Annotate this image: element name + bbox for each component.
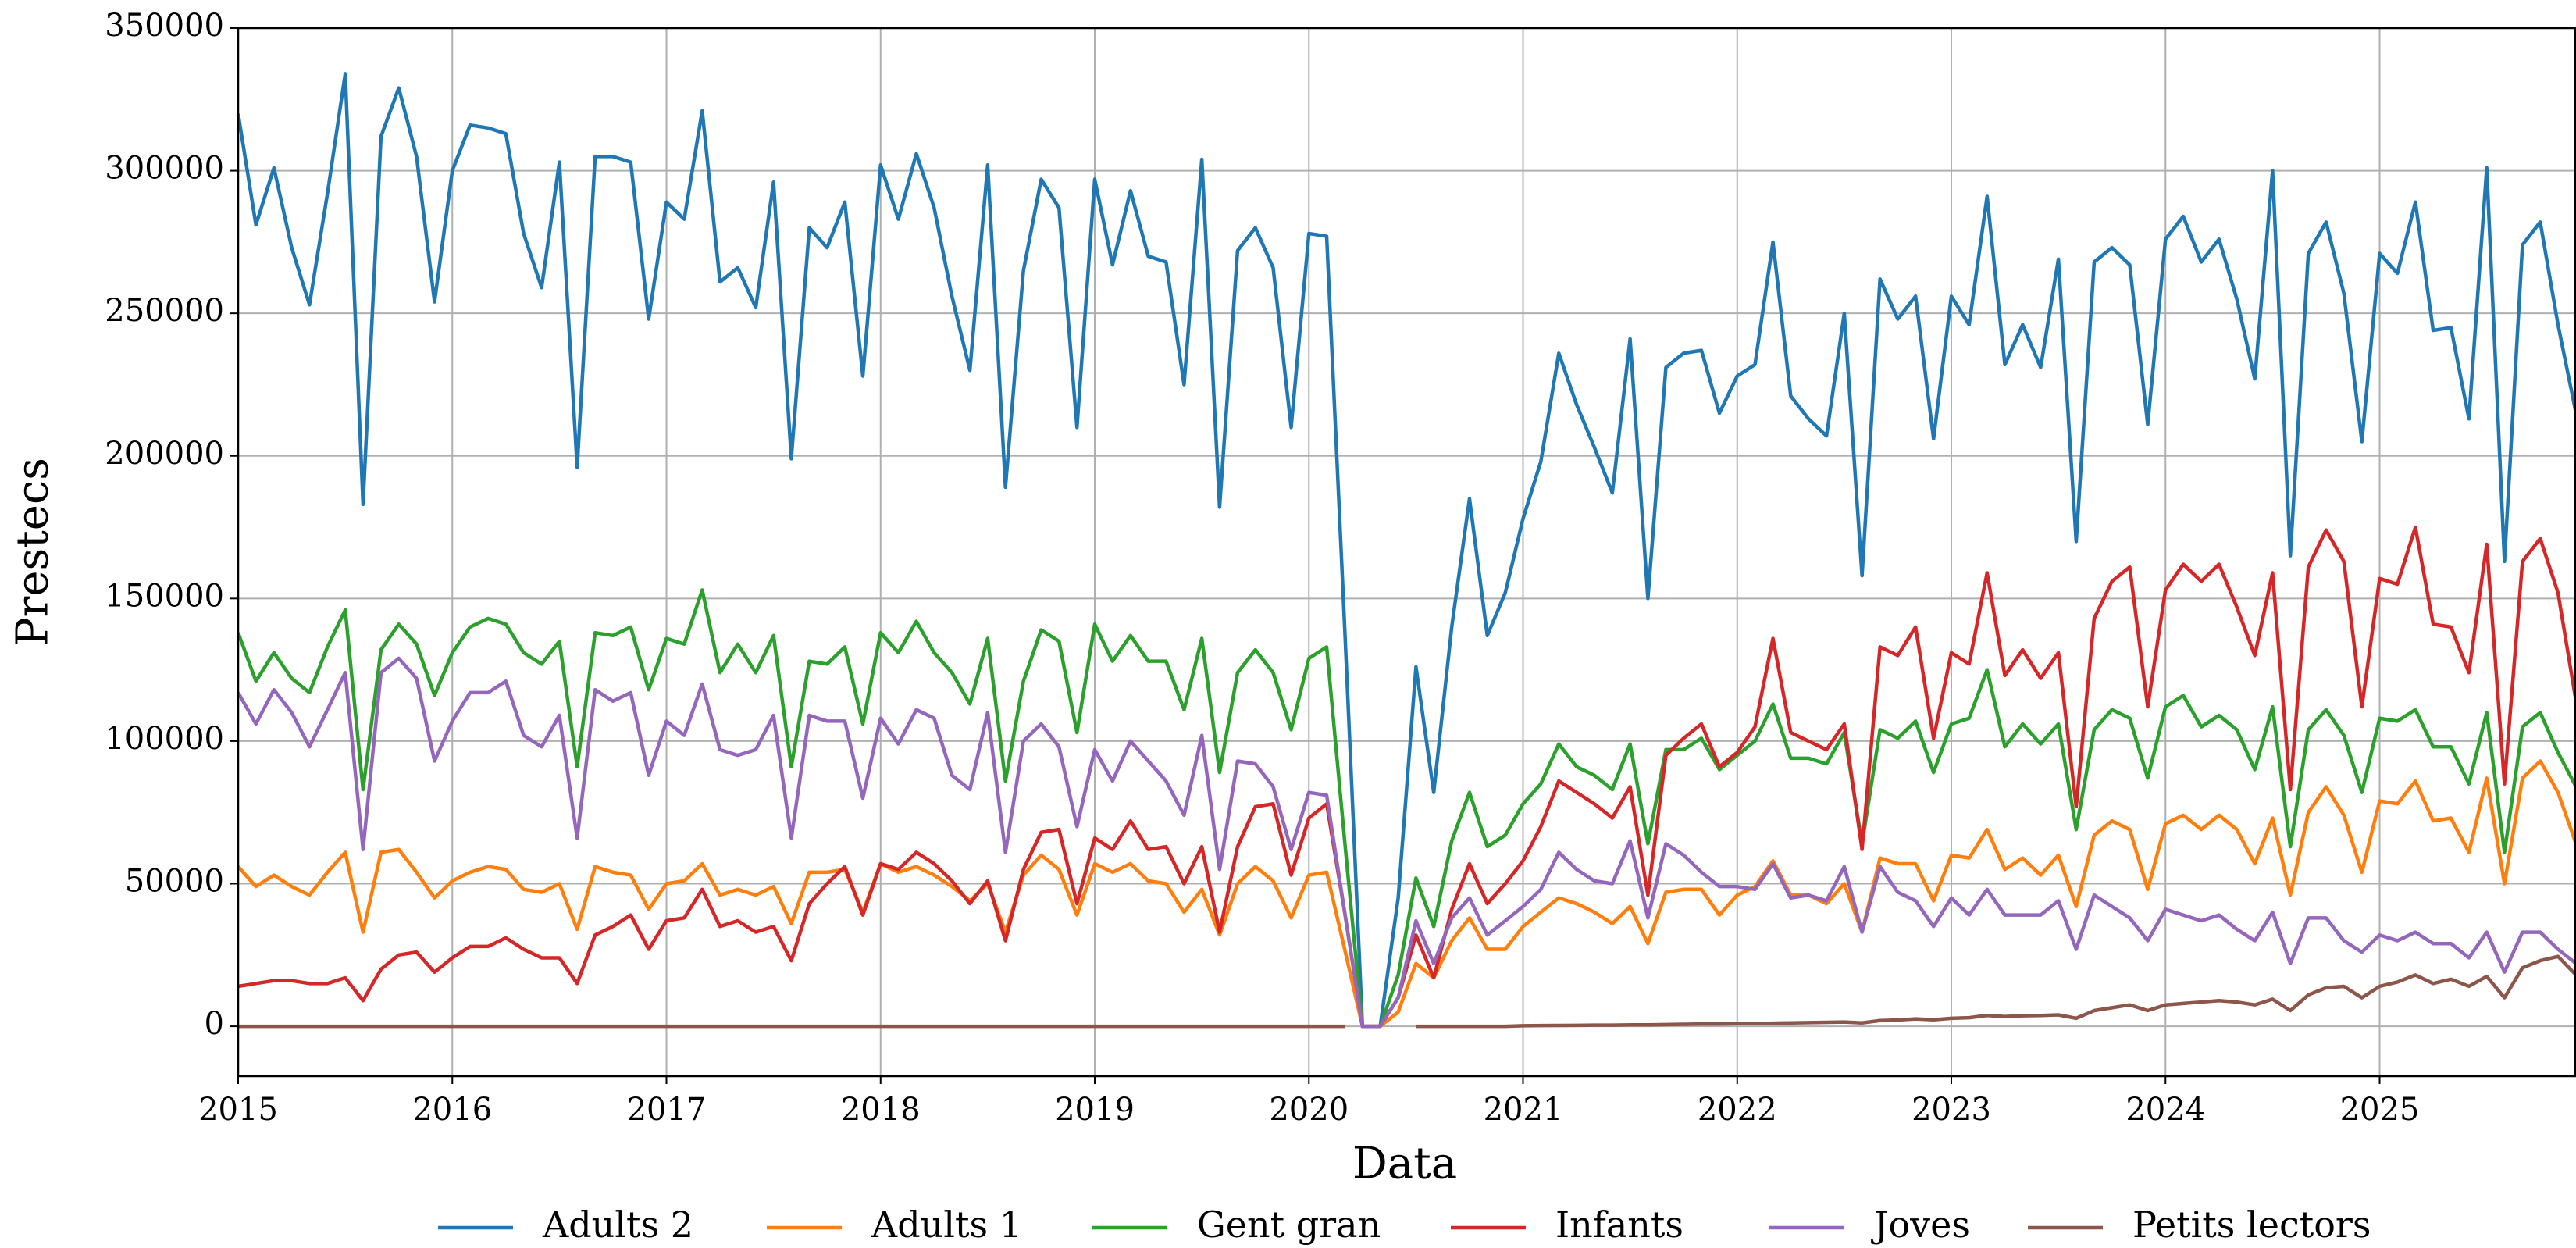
ticks: 0 50000 100000 150000 200000 250000 300000 3500…	[105, 8, 2419, 1128]
x-tick-label: 2015	[198, 1092, 278, 1128]
x-tick-label: 2017	[627, 1092, 707, 1128]
y-tick-label: 100000	[105, 721, 224, 757]
x-tick-label: 2025	[2340, 1092, 2420, 1128]
y-tick-label: 0	[205, 1006, 224, 1042]
y-tick-label: 300000	[105, 151, 224, 187]
x-axis-label: Data	[1352, 1139, 1457, 1189]
x-tick-label: 2022	[1698, 1092, 1777, 1128]
legend-label: Joves	[1871, 1203, 1970, 1246]
series-line	[236, 72, 2576, 1029]
x-tick-label: 2024	[2125, 1092, 2205, 1128]
y-tick-label: 350000	[105, 8, 224, 44]
legend-label: Adults 1	[871, 1203, 1022, 1246]
series-line	[236, 588, 2576, 1029]
y-axis-label: Prestecs	[8, 458, 59, 647]
legend-label: Adults 2	[542, 1203, 693, 1246]
series-line	[238, 954, 2576, 1029]
series-line	[237, 759, 2576, 1029]
y-tick-label: 50000	[125, 864, 224, 900]
x-tick-label: 2018	[841, 1092, 921, 1128]
series-line	[237, 656, 2576, 1029]
legend-label: Gent gran	[1197, 1203, 1381, 1246]
x-tick-label: 2019	[1055, 1092, 1135, 1128]
legend: Adults 2 Adults 1 Gent gran Infants Joves Pet…	[438, 1203, 2371, 1246]
y-tick-label: 200000	[105, 436, 224, 472]
x-tick-label: 2020	[1269, 1092, 1349, 1128]
y-tick-label: 250000	[105, 293, 224, 329]
x-tick-label: 2016	[412, 1092, 492, 1128]
legend-label: Petits lectors	[2132, 1203, 2371, 1246]
lines	[236, 72, 2576, 1029]
y-tick-label: 150000	[105, 578, 224, 614]
legend-label: Infants	[1555, 1203, 1683, 1246]
plot-frame	[237, 27, 2576, 1078]
x-tick-label: 2023	[1912, 1092, 1991, 1128]
x-tick-label: 2021	[1484, 1092, 1563, 1128]
